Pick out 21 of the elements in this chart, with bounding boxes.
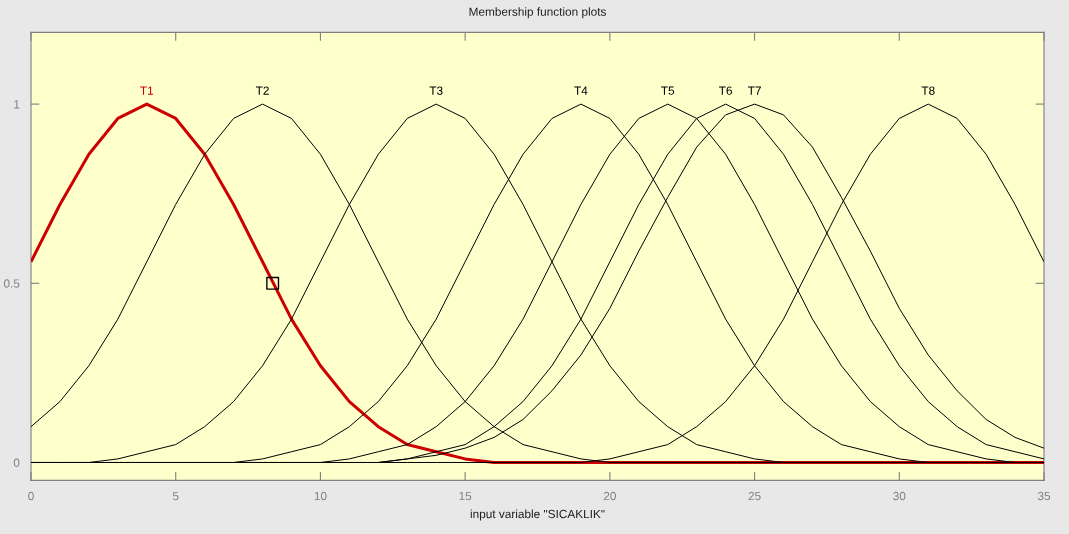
y-tick-label: 1 xyxy=(14,100,20,109)
x-axis-title: input variable "SICAKLIK" xyxy=(470,509,605,521)
y-tick-label: 0 xyxy=(13,458,20,467)
x-tick-label: 0 xyxy=(28,491,34,501)
x-tick-label: 10 xyxy=(314,491,327,501)
series-label: T2 xyxy=(255,86,269,95)
x-tick-label: 30 xyxy=(893,491,906,501)
series-label: T8 xyxy=(921,86,935,95)
series-label: T5 xyxy=(661,86,675,95)
series-label: T7 xyxy=(747,86,761,95)
x-tick-label: 15 xyxy=(459,491,472,501)
x-tick-label: 5 xyxy=(172,491,179,501)
series-label: T3 xyxy=(429,86,443,95)
series-label: T4 xyxy=(574,86,588,95)
x-tick-label: 20 xyxy=(603,491,616,501)
x-tick-label: 35 xyxy=(1037,491,1051,501)
y-tick-label: 0.5 xyxy=(3,279,20,288)
series-label: T6 xyxy=(719,86,732,95)
x-tick-label: 25 xyxy=(748,491,761,501)
chart-title: Membership function plots xyxy=(469,7,606,19)
series-label: T1 xyxy=(140,86,154,95)
